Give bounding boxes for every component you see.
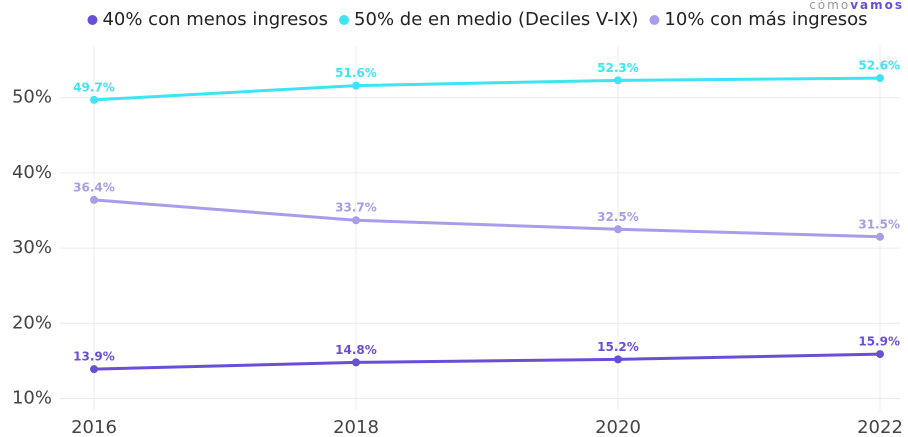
x-tick-label: 2020 <box>595 417 641 437</box>
legend-marker <box>339 15 350 25</box>
y-tick-label: 50% <box>12 87 52 108</box>
legend-label: 50% de en medio (Deciles V-IX) <box>354 9 638 30</box>
legend-marker <box>649 15 660 25</box>
point <box>90 365 98 374</box>
point <box>614 355 622 364</box>
y-tick-label: 40% <box>12 162 52 183</box>
x-tick-label: 2018 <box>333 417 379 437</box>
data-label: 52.6% <box>858 59 900 73</box>
y-tick-label: 10% <box>12 387 52 408</box>
point <box>352 358 360 367</box>
data-label: 15.2% <box>597 340 639 354</box>
y-tick-label: 20% <box>12 312 52 333</box>
legend-label: 40% con menos ingresos <box>102 9 328 30</box>
legend: 40% con menos ingresos 50% de en medio (D… <box>87 9 868 30</box>
point <box>614 225 622 234</box>
data-label: 31.5% <box>858 217 900 231</box>
data-label: 33.7% <box>335 201 377 215</box>
point <box>876 350 884 359</box>
point <box>876 232 884 241</box>
line <box>93 352 881 371</box>
logo-part: cómo <box>809 0 850 12</box>
x-tick-label: 2016 <box>71 417 117 437</box>
x-tick-label: 2022 <box>857 417 903 437</box>
point <box>614 76 622 85</box>
line <box>93 198 881 239</box>
point <box>90 195 98 204</box>
y-tick-label: 30% <box>12 237 52 258</box>
data-label: 36.4% <box>73 180 115 194</box>
point <box>876 74 884 83</box>
data-label: 32.5% <box>597 210 639 224</box>
logo: cómovamos <box>809 0 904 12</box>
data-label: 52.3% <box>597 61 639 75</box>
data-label: 51.6% <box>335 66 377 80</box>
line <box>93 76 881 102</box>
data-label: 13.9% <box>73 350 115 364</box>
data-label: 49.7% <box>73 80 115 94</box>
point <box>352 81 360 90</box>
point <box>90 95 98 104</box>
data-label: 14.8% <box>335 343 377 357</box>
data-label: 15.9% <box>858 335 900 349</box>
logo-part: vamos <box>850 0 904 12</box>
legend-marker <box>87 15 98 25</box>
point <box>352 216 360 225</box>
legend-label: 10% con más ingresos <box>664 9 867 30</box>
